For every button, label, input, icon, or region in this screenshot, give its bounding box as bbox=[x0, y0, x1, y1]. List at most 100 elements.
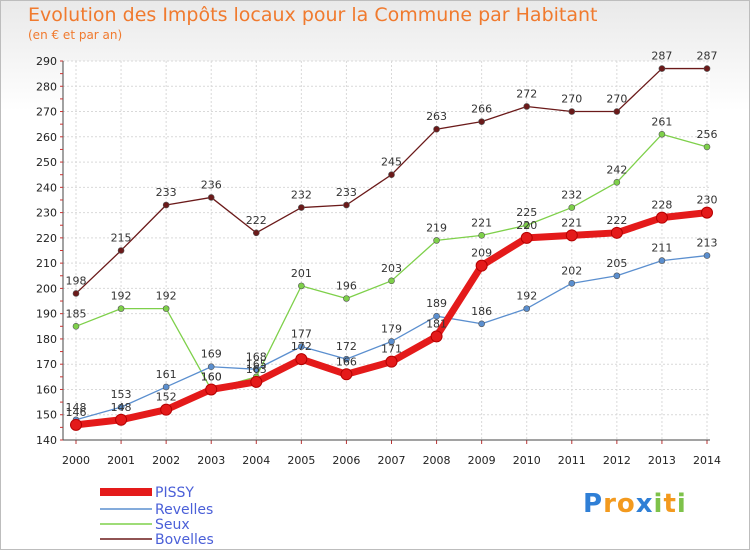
y-tick-label: 250 bbox=[36, 156, 57, 169]
y-tick-label: 260 bbox=[36, 131, 57, 144]
y-tick-label: 160 bbox=[36, 383, 57, 396]
plot-area bbox=[63, 61, 710, 440]
data-label-bovelles: 287 bbox=[697, 50, 718, 63]
data-label-revelles: 161 bbox=[156, 368, 177, 381]
data-label-pissy: 209 bbox=[471, 247, 492, 260]
data-point-pissy bbox=[655, 211, 668, 224]
data-label-seux: 203 bbox=[381, 262, 402, 275]
data-label-seux: 192 bbox=[111, 290, 132, 303]
x-tick-label: 2002 bbox=[152, 454, 180, 467]
data-point-pissy bbox=[610, 226, 623, 239]
data-label-pissy: 146 bbox=[66, 406, 87, 419]
data-point-revelles bbox=[433, 312, 440, 320]
data-point-pissy bbox=[115, 413, 128, 426]
y-tick-label: 280 bbox=[36, 80, 57, 93]
data-point-seux bbox=[117, 305, 125, 312]
data-label-revelles: 192 bbox=[516, 290, 537, 303]
logo-letter: P bbox=[583, 489, 604, 519]
x-tick-label: 2011 bbox=[558, 454, 586, 467]
data-point-pissy bbox=[430, 330, 443, 343]
x-tick-label: 2013 bbox=[648, 454, 676, 467]
data-point-bovelles bbox=[207, 194, 215, 201]
data-point-pissy bbox=[205, 383, 218, 396]
data-label-seux: 219 bbox=[426, 221, 447, 234]
data-label-seux: 261 bbox=[651, 115, 672, 128]
data-point-seux bbox=[343, 295, 350, 302]
data-point-seux bbox=[658, 130, 666, 138]
logo-letter: t bbox=[663, 489, 677, 519]
y-tick-label: 270 bbox=[36, 106, 57, 119]
data-label-seux: 225 bbox=[516, 206, 537, 219]
data-point-bovelles bbox=[703, 65, 711, 72]
data-label-seux: 242 bbox=[606, 163, 627, 176]
data-label-revelles: 148 bbox=[66, 401, 87, 414]
data-point-bovelles bbox=[72, 290, 80, 297]
data-label-revelles: 172 bbox=[336, 340, 357, 353]
data-label-bovelles: 287 bbox=[651, 50, 672, 63]
data-label-seux: 185 bbox=[66, 307, 87, 320]
data-label-revelles: 186 bbox=[471, 305, 492, 318]
data-label-bovelles: 198 bbox=[66, 274, 87, 287]
data-label-seux: 201 bbox=[291, 267, 312, 280]
data-label-pissy: 152 bbox=[156, 391, 177, 404]
y-tick-label: 140 bbox=[36, 434, 57, 447]
data-label-pissy: 181 bbox=[426, 317, 447, 330]
y-tick-label: 200 bbox=[36, 282, 57, 295]
chart-subtitle: (en € et par an) bbox=[28, 28, 123, 42]
data-label-bovelles: 245 bbox=[381, 156, 402, 169]
data-label-pissy: 230 bbox=[697, 194, 718, 207]
x-tick-label: 2007 bbox=[378, 454, 406, 467]
logo-letter: i bbox=[676, 489, 687, 519]
data-point-bovelles bbox=[298, 204, 305, 211]
data-label-revelles: 153 bbox=[111, 388, 132, 401]
data-label-bovelles: 266 bbox=[471, 103, 492, 116]
data-point-pissy bbox=[250, 375, 263, 388]
x-tick-label: 2014 bbox=[693, 454, 721, 467]
x-tick-label: 2006 bbox=[332, 454, 360, 467]
data-point-bovelles bbox=[658, 65, 666, 72]
logo-letter: i bbox=[653, 489, 664, 519]
data-point-pissy bbox=[295, 353, 308, 366]
logo-letter: x bbox=[635, 489, 654, 519]
data-point-seux bbox=[162, 305, 170, 312]
data-point-revelles bbox=[117, 403, 125, 411]
data-label-revelles: 179 bbox=[381, 322, 402, 335]
y-tick-label: 230 bbox=[36, 207, 57, 220]
data-label-revelles: 168 bbox=[246, 350, 267, 363]
y-tick-label: 290 bbox=[36, 55, 57, 68]
data-point-seux bbox=[388, 277, 395, 285]
y-tick-label: 170 bbox=[36, 358, 57, 371]
legend-label-pissy: PISSY bbox=[155, 485, 194, 501]
data-point-seux bbox=[703, 143, 711, 151]
data-point-seux bbox=[298, 282, 305, 290]
proxiti-logo: Proxiti bbox=[583, 489, 687, 519]
data-point-pissy bbox=[70, 418, 82, 431]
data-label-pissy: 160 bbox=[201, 370, 222, 383]
data-point-pissy bbox=[385, 355, 398, 368]
data-label-revelles: 211 bbox=[651, 242, 672, 255]
data-point-revelles bbox=[343, 355, 350, 363]
data-point-bovelles bbox=[117, 247, 125, 254]
data-point-revelles bbox=[613, 272, 621, 280]
logo-letter: o bbox=[616, 489, 636, 519]
data-point-revelles bbox=[658, 257, 666, 264]
data-point-seux bbox=[72, 322, 80, 330]
data-point-bovelles bbox=[568, 108, 576, 115]
data-point-revelles bbox=[523, 305, 531, 312]
data-label-pissy: 166 bbox=[336, 355, 357, 368]
x-tick-label: 2001 bbox=[107, 454, 135, 467]
y-tick-label: 210 bbox=[36, 257, 57, 270]
data-point-bovelles bbox=[523, 103, 531, 110]
data-label-bovelles: 233 bbox=[336, 186, 357, 199]
y-tick-label: 220 bbox=[36, 232, 57, 245]
y-tick-label: 150 bbox=[36, 409, 57, 422]
data-label-seux: 192 bbox=[156, 290, 177, 303]
data-point-pissy bbox=[565, 229, 578, 242]
data-point-revelles bbox=[703, 252, 711, 259]
data-label-bovelles: 236 bbox=[201, 178, 222, 191]
data-label-pissy: 222 bbox=[606, 214, 627, 227]
data-label-seux: 221 bbox=[471, 216, 492, 229]
y-tick-label: 240 bbox=[36, 181, 57, 194]
data-label-revelles: 177 bbox=[291, 328, 312, 341]
data-label-seux: 165 bbox=[246, 358, 267, 371]
